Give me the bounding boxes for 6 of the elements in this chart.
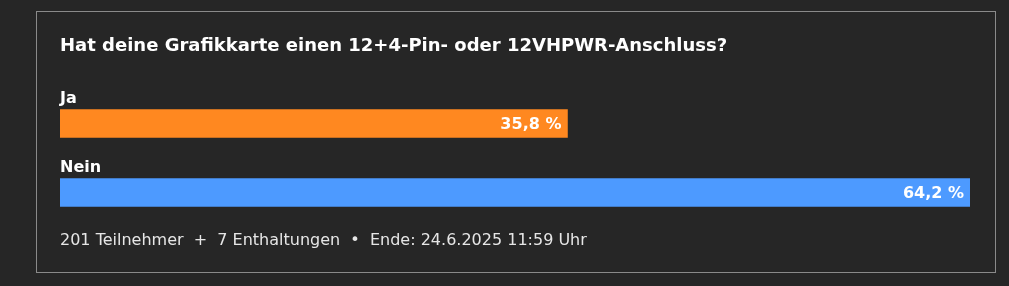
- data-label: 64,2 %: [902, 182, 964, 202]
- data-label: 35,8 %: [500, 113, 562, 133]
- y-tick-label: Ja: [59, 87, 77, 107]
- text: 201 Teilnehmer + 7 Enthaltungen • Ende: 24.6.2025 11:59 Uhr: [60, 230, 587, 249]
- y-tick-label: Nein: [60, 156, 102, 176]
- chart-title: Hat deine Grafikkarte einen 12+4-Pin- oder 12VHPWR-Anschluss?: [60, 34, 728, 55]
